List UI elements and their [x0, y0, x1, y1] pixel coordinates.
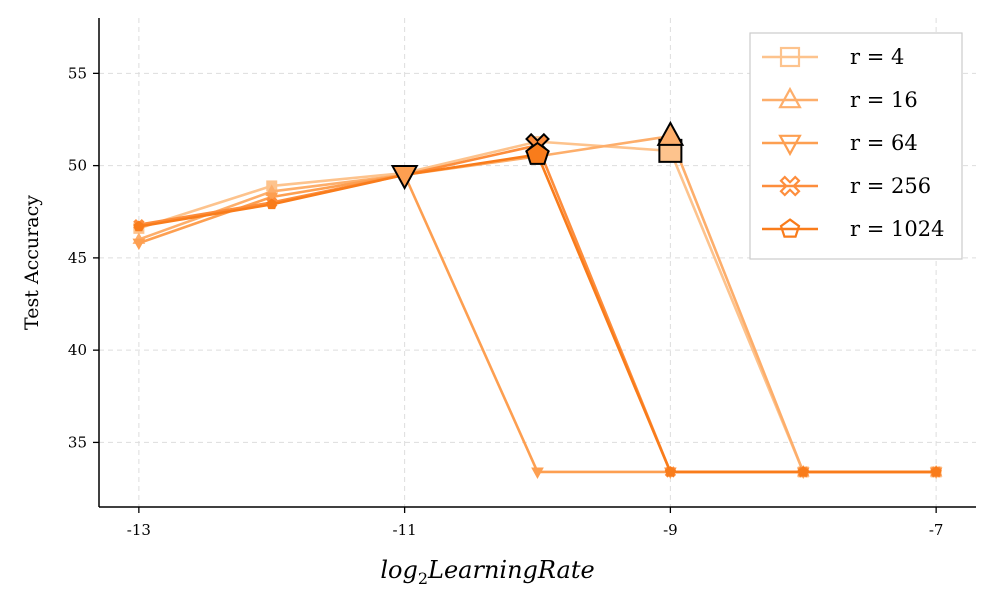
- y-tick-label: 50: [68, 157, 87, 175]
- best-markers-layer: [390, 120, 685, 191]
- legend-marker: [778, 86, 802, 109]
- legend-label: r = 64: [850, 131, 918, 155]
- legend-label: r = 1024: [850, 217, 944, 241]
- y-tick-label: 55: [68, 64, 87, 82]
- legend-label: r = 4: [850, 45, 904, 69]
- best-point: [390, 165, 419, 191]
- legend-entry: r = 256: [762, 174, 931, 198]
- legend-label: r = 256: [850, 174, 931, 198]
- y-axis-label: Test Accuracy: [21, 195, 43, 330]
- x-tick-label: -7: [929, 521, 944, 539]
- data-point: [664, 466, 676, 477]
- data-point: [132, 238, 146, 251]
- legend: r = 4 r = 16 r = 64 r = 256 r = 1024: [749, 32, 963, 260]
- legend-label: r = 16: [850, 88, 918, 112]
- legend-marker: [778, 134, 802, 157]
- legend-entry: r = 1024: [762, 217, 944, 241]
- data-point: [133, 220, 145, 232]
- data-point: [531, 467, 544, 479]
- legend-entry: r = 64: [762, 131, 918, 157]
- data-point: [930, 466, 942, 477]
- x-axis-label: log2LearningRate: [380, 556, 594, 588]
- y-tick-label: 45: [68, 249, 87, 267]
- data-point: [266, 198, 278, 210]
- legend-entry: r = 16: [762, 86, 918, 112]
- data-point: [797, 466, 809, 477]
- legend-marker: [779, 175, 801, 197]
- x-tick-label: -9: [663, 521, 678, 539]
- y-tick-label: 35: [68, 433, 87, 451]
- best-point: [656, 120, 685, 146]
- x-tick-label: -11: [393, 521, 417, 539]
- legend-marker: [779, 46, 801, 68]
- legend-marker: [779, 218, 801, 238]
- legend-entry: r = 4: [762, 45, 904, 69]
- y-tick-label: 40: [68, 341, 87, 359]
- best-point: [525, 141, 550, 165]
- x-tick-label: -13: [127, 521, 151, 539]
- tick-labels: -13 -11 -9 -7 35 40 45 50 55: [68, 64, 944, 539]
- axes: [98, 18, 976, 508]
